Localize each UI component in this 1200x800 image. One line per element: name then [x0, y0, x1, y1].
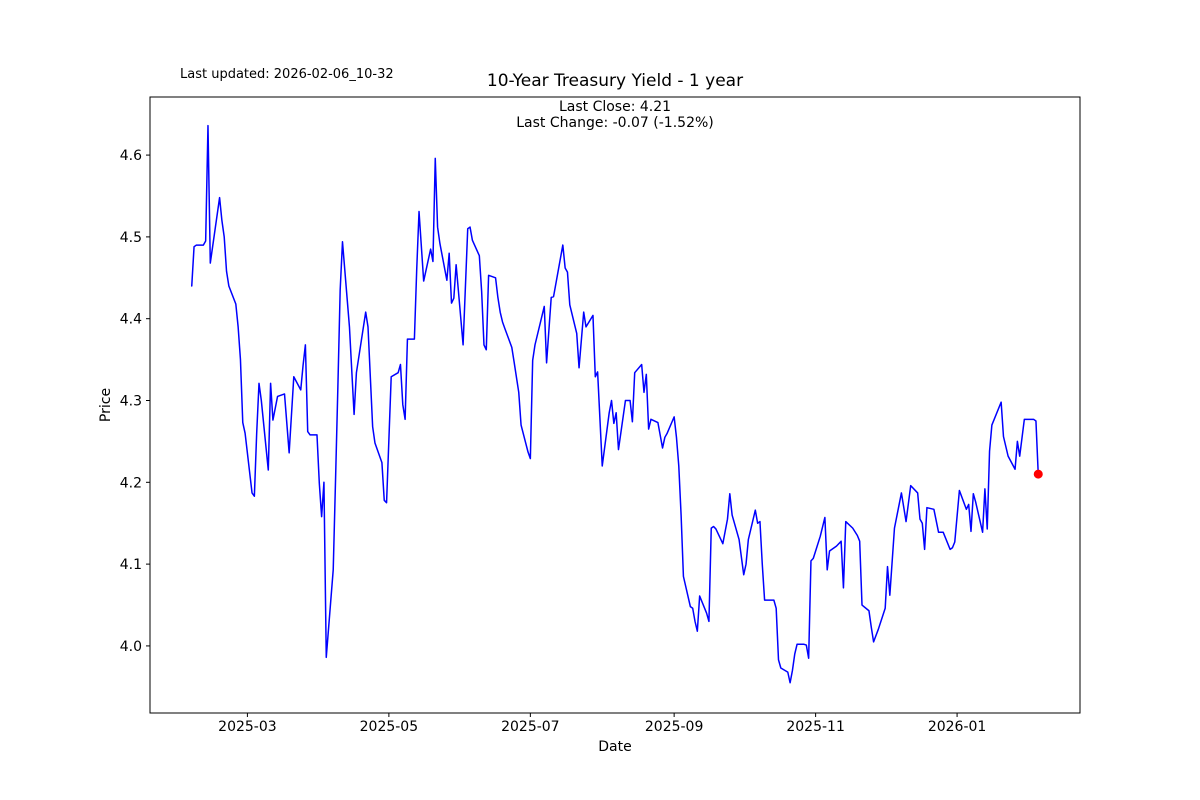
axes-frame	[149, 96, 1081, 714]
x-tick-label: 2025-05	[360, 719, 419, 735]
y-tick-label: 4.6	[120, 148, 142, 164]
last-close-marker	[1033, 469, 1043, 479]
x-axis-label: Date	[598, 739, 632, 755]
y-tick-label: 4.1	[120, 557, 142, 573]
x-tick-label: 2025-09	[645, 719, 704, 735]
y-tick-label: 4.4	[120, 312, 142, 328]
y-tick-label: 4.0	[120, 639, 142, 655]
price-line	[191, 124, 1039, 684]
chart-title: 10-Year Treasury Yield - 1 year	[486, 71, 744, 91]
x-tick-label: 2026-01	[928, 719, 987, 735]
subtitle-last-change: Last Change: -0.07 (-1.52%)	[516, 115, 714, 131]
x-tick-label: 2025-03	[218, 719, 277, 735]
subtitle-last-close: Last Close: 4.21	[558, 99, 672, 115]
y-tick-label: 4.3	[120, 394, 142, 410]
y-tick-label: 4.5	[120, 230, 142, 246]
last-updated-label: Last updated: 2026-02-06_10-32	[180, 67, 394, 82]
x-tick-label: 2025-11	[786, 719, 845, 735]
x-tick-label: 2025-07	[501, 719, 560, 735]
y-tick-label: 4.2	[120, 475, 142, 491]
